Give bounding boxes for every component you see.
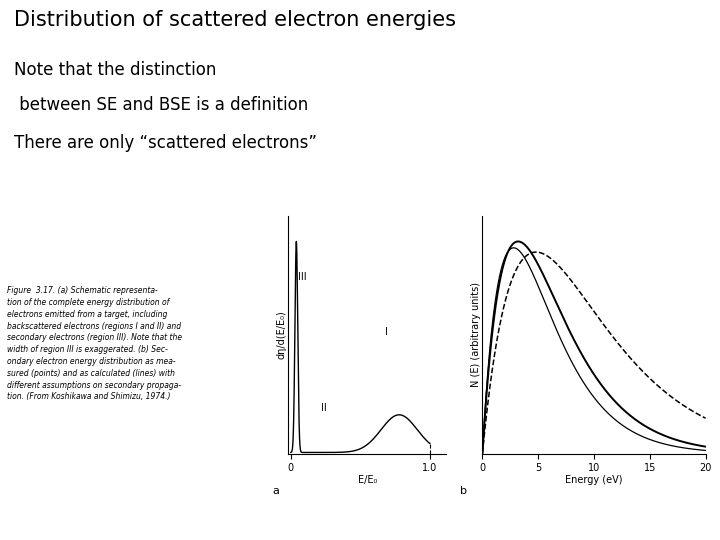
X-axis label: E/E₀: E/E₀ xyxy=(358,475,377,485)
X-axis label: Energy (eV): Energy (eV) xyxy=(565,475,623,485)
Text: between SE and BSE is a definition: between SE and BSE is a definition xyxy=(14,96,308,114)
Text: II: II xyxy=(321,403,327,413)
Text: I: I xyxy=(385,327,388,337)
Text: Distribution of scattered electron energies: Distribution of scattered electron energ… xyxy=(14,10,456,30)
Y-axis label: dη/d(E/E₀): dη/d(E/E₀) xyxy=(276,310,287,359)
Text: There are only “scattered electrons”: There are only “scattered electrons” xyxy=(14,134,318,152)
Text: Figure  3.17. (a) Schematic representa-
tion of the complete energy distribution: Figure 3.17. (a) Schematic representa- t… xyxy=(7,286,182,401)
Text: a: a xyxy=(272,486,279,496)
Y-axis label: N (E) (arbitrary units): N (E) (arbitrary units) xyxy=(471,282,481,387)
Text: b: b xyxy=(460,486,467,496)
Text: III: III xyxy=(298,272,307,282)
Text: Note that the distinction: Note that the distinction xyxy=(14,61,217,79)
